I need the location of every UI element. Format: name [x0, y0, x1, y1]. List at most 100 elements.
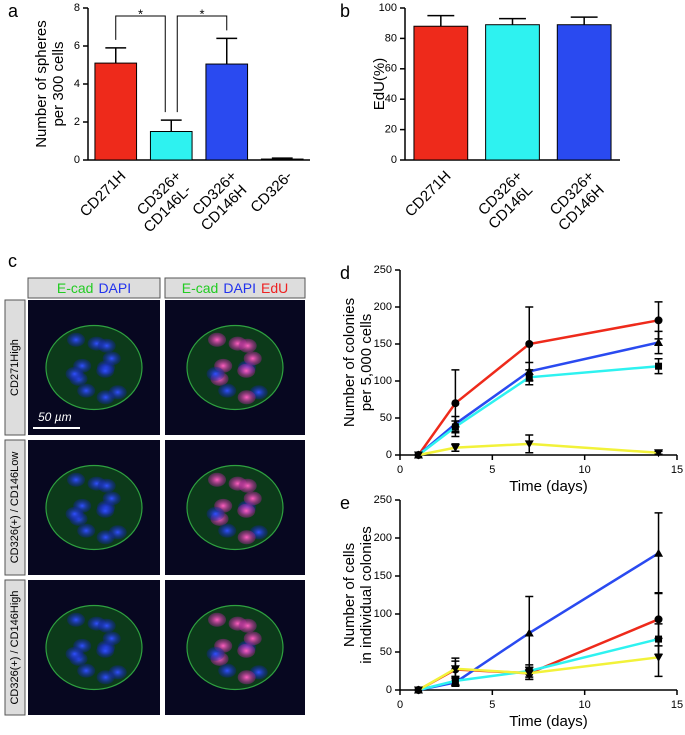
- nucleus: [97, 338, 116, 353]
- row-label: CD326(+) / CD146High: [9, 590, 21, 704]
- nucleus: [218, 523, 237, 538]
- marker: [654, 548, 664, 557]
- nucleus: [102, 491, 121, 506]
- error-bar: [427, 14, 455, 27]
- nucleus: [96, 390, 115, 405]
- marker: [654, 653, 664, 662]
- marker: [451, 399, 460, 408]
- x-tick-label: 15: [671, 699, 683, 711]
- error-bar: [160, 119, 182, 132]
- marker: [525, 340, 534, 348]
- header-word: DAPI: [223, 280, 256, 296]
- y-tick-label: 40: [385, 93, 397, 105]
- row-label: CD326(+) / CD146Low: [9, 452, 21, 564]
- x-axis-label: Time (days): [509, 713, 588, 730]
- y-tick-label: 250: [374, 264, 392, 276]
- nucleus: [77, 523, 96, 538]
- x-tick-label: CD326-: [247, 168, 296, 217]
- column-header-box: [27, 277, 161, 299]
- panel-letter: d: [340, 263, 350, 283]
- y-tick-label: 200: [374, 301, 392, 313]
- nucleus: [238, 478, 257, 493]
- y-axis-label: per 300 cells: [50, 41, 67, 126]
- bar: [205, 63, 249, 161]
- series-line: [418, 637, 659, 692]
- nucleus: [67, 612, 86, 627]
- y-axis-label: Number of spheres: [33, 20, 50, 148]
- marker: [450, 444, 460, 453]
- error-bar: [216, 37, 238, 65]
- image-panel: cE-cad DAPI E-cad DAPI EdUCD271HighCD326(+) …: [4, 251, 306, 716]
- y-axis-label: Number of cells: [341, 543, 358, 647]
- error-bar: [271, 157, 293, 160]
- significance-label: *: [138, 6, 143, 21]
- nucleus: [67, 332, 86, 347]
- nucleus: [96, 503, 115, 518]
- series-line: [418, 442, 659, 457]
- nucleus: [96, 363, 115, 378]
- y-axis-label: EdU(%): [371, 58, 388, 111]
- header-word: E-cad: [57, 280, 94, 296]
- nucleus: [96, 670, 115, 685]
- x-axis-label: Time (days): [509, 478, 588, 495]
- y-tick-label: 100: [374, 375, 392, 387]
- x-tick-label: 0: [397, 464, 403, 476]
- x-tick-label: CD271H: [402, 168, 455, 221]
- panel-letter: c: [8, 251, 17, 271]
- marker: [413, 686, 423, 695]
- y-tick-label: 100: [374, 608, 392, 620]
- nucleus: [237, 670, 256, 685]
- nucleus: [237, 363, 256, 378]
- nucleus: [237, 390, 256, 405]
- nucleus: [77, 663, 96, 678]
- y-tick-label: 50: [380, 646, 392, 658]
- scale-bar-label: 50 µm: [38, 410, 72, 424]
- nucleus: [102, 351, 121, 366]
- y-tick-label: 60: [385, 63, 397, 75]
- header-word: EdU: [261, 280, 288, 296]
- bar: [94, 62, 138, 161]
- nucleus: [65, 646, 84, 661]
- marker: [654, 615, 663, 624]
- bar: [413, 25, 469, 161]
- error-bar: [570, 16, 598, 25]
- column-header: E-cad DAPI EdU: [182, 280, 289, 296]
- nucleus: [237, 530, 256, 545]
- nucleus: [65, 506, 84, 521]
- nucleus: [208, 472, 227, 487]
- nucleus: [238, 338, 257, 353]
- y-tick-label: 80: [385, 32, 397, 44]
- bar: [556, 24, 612, 161]
- nucleus: [96, 530, 115, 545]
- series-line: [417, 341, 659, 456]
- y-tick-label: 250: [374, 494, 392, 506]
- x-tick-label: 5: [489, 699, 495, 711]
- row-label-box: [4, 579, 26, 716]
- header-word: DAPI: [98, 280, 131, 296]
- bar: [149, 131, 193, 161]
- nucleus: [243, 351, 262, 366]
- panel-letter: b: [340, 1, 350, 21]
- nucleus: [206, 506, 225, 521]
- nucleus: [96, 643, 115, 658]
- y-tick-label: 0: [74, 154, 80, 166]
- y-tick-label: 8: [74, 2, 80, 14]
- nucleus: [102, 631, 121, 646]
- y-tick-label: 20: [385, 124, 397, 136]
- header-word: E-cad: [182, 280, 219, 296]
- nucleus: [237, 503, 256, 518]
- nucleus: [243, 631, 262, 646]
- marker: [524, 628, 534, 637]
- error-bar: [499, 17, 526, 25]
- x-tick-label: CD271H: [77, 168, 130, 221]
- marker: [655, 362, 663, 370]
- nucleus: [206, 366, 225, 381]
- y-axis-label: Number of colonies: [341, 298, 358, 427]
- x-tick-label: 5: [489, 464, 495, 476]
- x-tick-label: 0: [397, 699, 403, 711]
- marker: [654, 449, 664, 458]
- y-tick-label: 4: [74, 78, 80, 90]
- nucleus: [77, 383, 96, 398]
- row-label-box: [4, 299, 26, 436]
